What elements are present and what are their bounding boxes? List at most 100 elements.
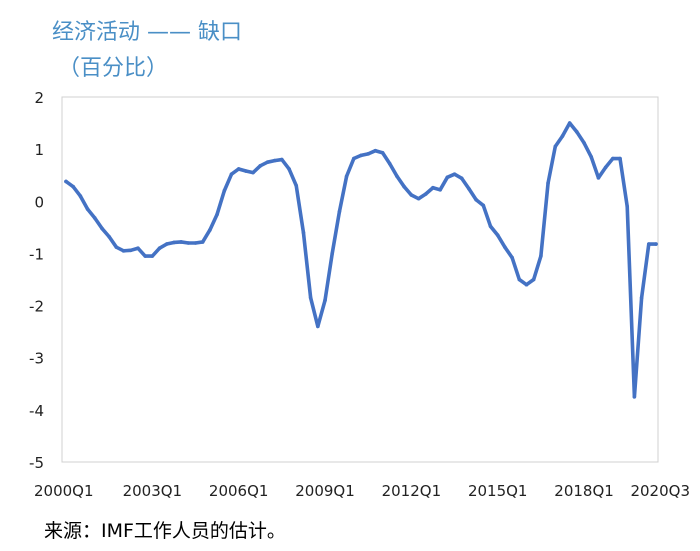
data-point — [531, 277, 536, 282]
y-tick-label: 2 — [34, 89, 44, 107]
data-point — [395, 174, 399, 179]
data-point — [481, 203, 486, 208]
data-point — [373, 148, 378, 153]
y-tick-label: 1 — [34, 141, 44, 159]
data-point — [265, 160, 270, 164]
data-point — [423, 192, 428, 196]
data-point — [236, 167, 241, 171]
data-point — [618, 156, 622, 161]
data-point — [193, 241, 198, 245]
x-tick-label: 2000Q1 — [34, 482, 94, 500]
data-point — [143, 254, 147, 258]
data-point — [308, 295, 313, 300]
data-point — [467, 186, 471, 191]
data-point — [258, 164, 263, 168]
data-point — [157, 246, 162, 251]
data-point — [78, 194, 83, 198]
data-point — [452, 172, 457, 176]
data-point — [488, 224, 493, 229]
data-point — [474, 197, 478, 202]
x-axis-labels: 2000Q1 2003Q1 2006Q1 2009Q1 2012Q1 2015Q1 2018… — [34, 482, 690, 500]
data-point — [215, 212, 219, 217]
data-point — [524, 282, 529, 287]
data-point — [92, 216, 97, 220]
data-point — [567, 121, 572, 125]
data-point — [179, 240, 183, 244]
data-point — [603, 165, 608, 170]
x-tick-label: 2009Q1 — [295, 482, 355, 500]
x-tick-label: 2012Q1 — [382, 482, 442, 500]
source-note: 来源：IMF工作人员的估计。 — [44, 520, 286, 542]
data-point — [510, 255, 514, 260]
y-tick-label: -4 — [29, 402, 44, 420]
data-point — [445, 175, 450, 180]
data-point — [208, 228, 212, 232]
data-point — [647, 242, 651, 246]
data-point — [186, 241, 191, 245]
data-point — [337, 209, 342, 214]
data-point — [164, 242, 169, 246]
data-point — [539, 254, 543, 258]
data-point — [128, 248, 133, 253]
y-tick-label: -3 — [29, 350, 44, 368]
y-tick-label: -5 — [29, 454, 44, 472]
data-point — [409, 193, 414, 197]
data-point — [589, 155, 594, 159]
data-point — [560, 134, 565, 138]
chart-title: 经济活动 —— 缺口 — [52, 20, 242, 45]
data-point — [272, 158, 277, 163]
data-point — [280, 157, 284, 162]
data-point — [136, 246, 140, 251]
data-point — [287, 167, 291, 171]
data-point — [107, 234, 111, 239]
x-tick-label: 2015Q1 — [468, 482, 528, 500]
data-point — [503, 245, 507, 249]
y-tick-label: -1 — [29, 245, 44, 263]
data-point — [575, 130, 579, 134]
data-point — [172, 240, 176, 245]
data-point — [330, 251, 335, 256]
x-tick-label: 2018Q1 — [554, 482, 614, 500]
x-tick-label: 2020Q3 — [630, 482, 690, 500]
data-point — [366, 152, 371, 156]
data-point — [251, 170, 255, 175]
data-point — [222, 189, 227, 193]
data-point — [244, 169, 248, 173]
y-tick-label: 0 — [34, 193, 44, 211]
data-point — [200, 240, 205, 244]
series-line — [64, 121, 658, 399]
data-point — [114, 245, 119, 249]
data-point — [517, 277, 522, 282]
data-point — [416, 196, 421, 201]
data-point — [611, 156, 615, 161]
data-point — [402, 184, 406, 189]
y-axis-labels: 2 1 0 -1 -2 -3 -4 -5 — [29, 89, 44, 472]
data-point — [380, 150, 385, 155]
data-point — [344, 174, 349, 179]
chart-subtitle: （百分比） — [58, 56, 169, 81]
x-tick-label: 2003Q1 — [123, 482, 183, 500]
data-point — [632, 395, 637, 399]
data-point — [71, 184, 75, 189]
plot-area-border — [61, 96, 659, 463]
data-point — [582, 141, 586, 145]
data-point — [323, 298, 327, 303]
data-point — [431, 185, 435, 190]
data-point — [294, 183, 299, 188]
data-point — [229, 172, 234, 176]
data-point — [352, 156, 356, 161]
data-point — [316, 324, 320, 329]
data-points — [64, 121, 658, 399]
data-point — [359, 153, 363, 158]
data-point — [121, 249, 126, 253]
data-point — [438, 188, 442, 192]
data-point — [100, 226, 104, 231]
data-point — [150, 254, 155, 258]
x-tick-label: 2006Q1 — [209, 482, 269, 500]
data-point — [625, 204, 630, 209]
data-point — [639, 295, 644, 300]
data-point — [459, 176, 464, 181]
data-point — [387, 161, 392, 166]
data-point — [64, 179, 68, 184]
